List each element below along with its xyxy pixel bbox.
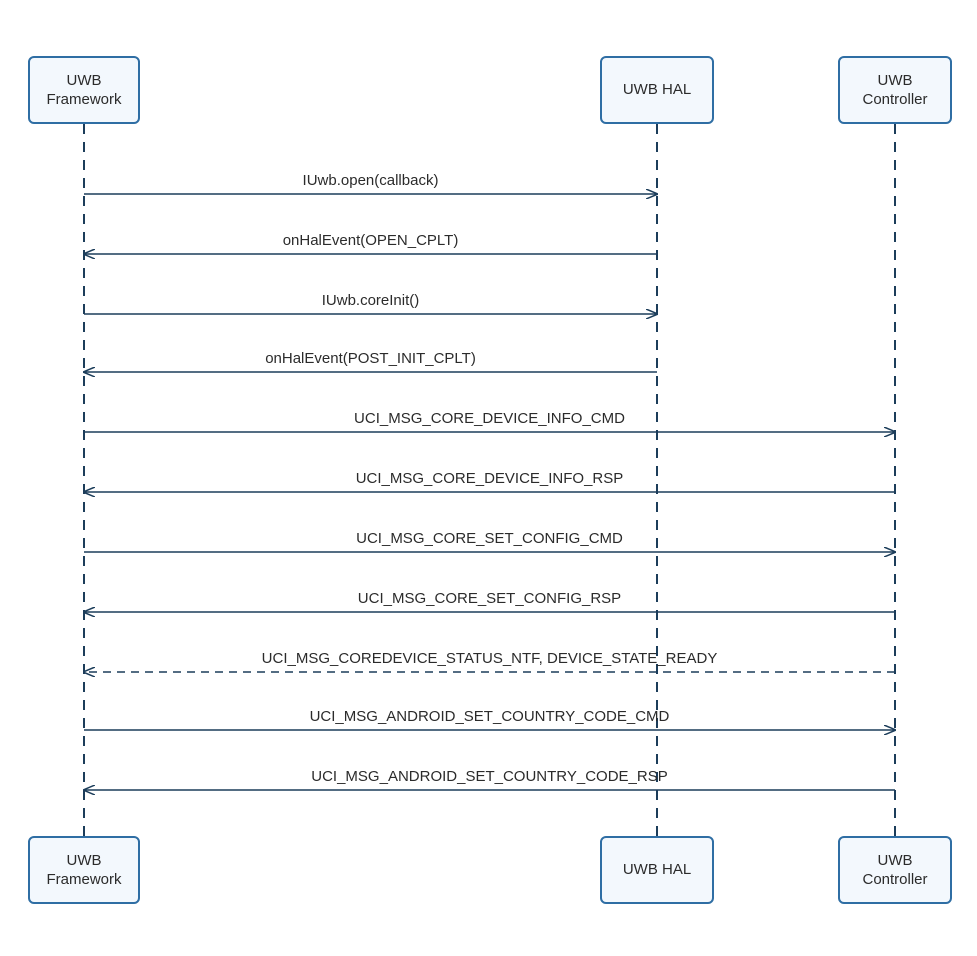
- message-label: UCI_MSG_CORE_SET_CONFIG_RSP: [358, 590, 621, 607]
- participant-box-controller: UWB Controller: [838, 56, 952, 124]
- message-label: onHalEvent(POST_INIT_CPLT): [265, 350, 476, 367]
- message-label: onHalEvent(OPEN_CPLT): [283, 232, 459, 249]
- participant-label: UWB Controller: [862, 851, 927, 890]
- message-label: UCI_MSG_CORE_SET_CONFIG_CMD: [356, 530, 623, 547]
- message-label: IUwb.open(callback): [303, 172, 439, 189]
- message-label: UCI_MSG_ANDROID_SET_COUNTRY_CODE_RSP: [311, 768, 667, 785]
- participant-label: UWB HAL: [623, 80, 691, 100]
- message-label: UCI_MSG_COREDEVICE_STATUS_NTF, DEVICE_ST…: [262, 650, 718, 667]
- participant-box-hal: UWB HAL: [600, 56, 714, 124]
- message-label: UCI_MSG_ANDROID_SET_COUNTRY_CODE_CMD: [310, 708, 670, 725]
- participant-box-hal: UWB HAL: [600, 836, 714, 904]
- participant-box-framework: UWB Framework: [28, 56, 140, 124]
- participant-label: UWB HAL: [623, 860, 691, 880]
- message-label: UCI_MSG_CORE_DEVICE_INFO_RSP: [356, 470, 624, 487]
- message-label: UCI_MSG_CORE_DEVICE_INFO_CMD: [354, 410, 625, 427]
- participant-label: UWB Framework: [46, 851, 121, 890]
- participant-box-controller: UWB Controller: [838, 836, 952, 904]
- participant-box-framework: UWB Framework: [28, 836, 140, 904]
- participant-label: UWB Framework: [46, 71, 121, 110]
- message-label: IUwb.coreInit(): [322, 292, 420, 309]
- participant-label: UWB Controller: [862, 71, 927, 110]
